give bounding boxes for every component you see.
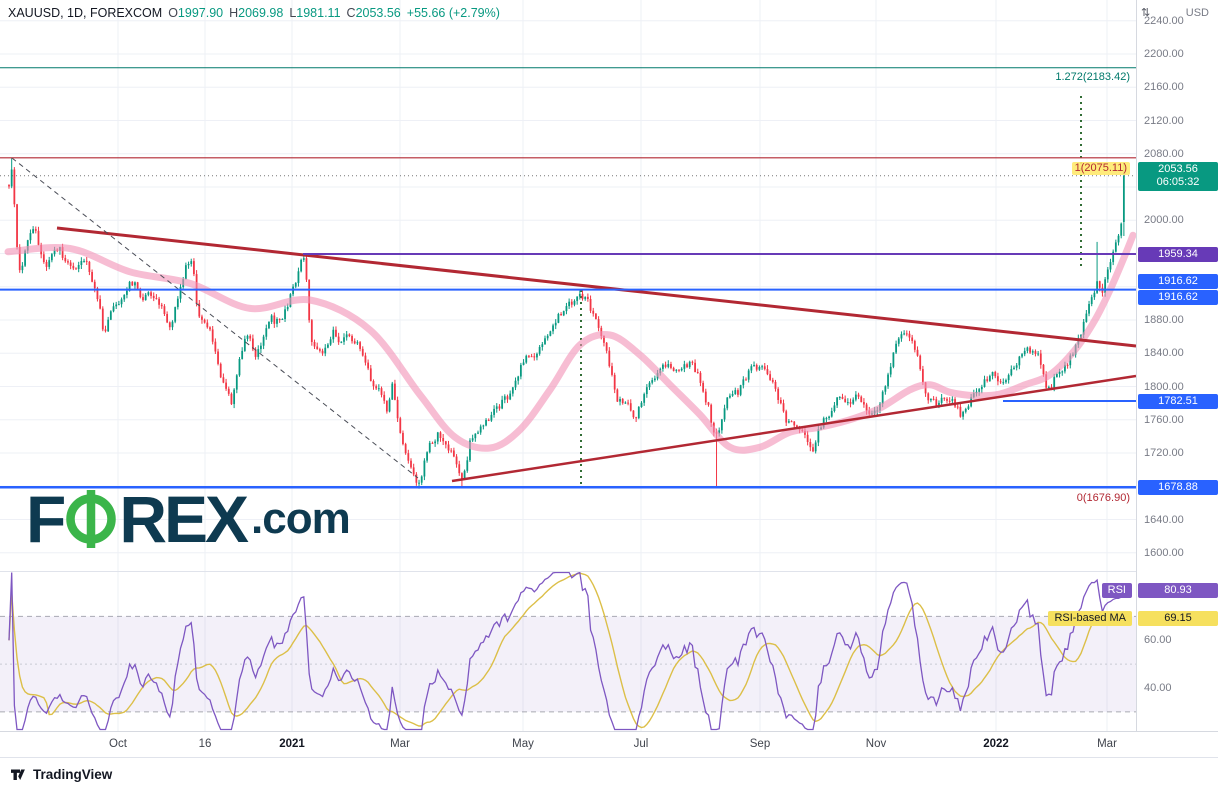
price-tick-label: 2200.00 (1144, 48, 1184, 60)
tradingview-attribution[interactable]: TradingView (10, 766, 112, 783)
time-axis-label: May (512, 738, 534, 750)
time-axis-label: Oct (109, 738, 127, 750)
bar-countdown: 06:05:32 (1156, 175, 1200, 188)
chart-area[interactable]: XAUUSD, 1D, FOREXCOM O1997.90 H2069.98 L… (0, 0, 1136, 731)
time-axis[interactable]: Oct 16 2021 Mar May Jul Sep Nov 2022 Mar (0, 731, 1218, 758)
last-price-value: 2053.56 (1158, 162, 1198, 175)
rsi-value-badge: 80.93 (1138, 582, 1218, 598)
time-axis-label: 2021 (279, 738, 305, 750)
price-tick-label: 1720.00 (1144, 447, 1184, 459)
fib-level-1272-label: 1.272(2183.42) (1055, 70, 1130, 83)
price-tick-label: 1800.00 (1144, 380, 1184, 393)
time-axis-label: 2022 (983, 738, 1009, 750)
price-tick-label: 1600.00 (1144, 546, 1184, 559)
rsi-ma-indicator-label[interactable]: RSI-based MA (1048, 610, 1132, 626)
price-level-badge: 1916.62 (1138, 274, 1218, 290)
currency-label: USD (1185, 7, 1209, 19)
time-axis-label: Jul (633, 738, 649, 750)
symbol-legend: XAUUSD, 1D, FOREXCOM O1997.90 H2069.98 L… (8, 6, 500, 20)
scale-arrows-icon[interactable]: ⇅ (1141, 7, 1151, 19)
forex-watermark-rex: REX (119, 482, 249, 556)
price-tick-label: 1640.00 (1144, 513, 1184, 526)
price-change: +55.66 (+2.79%) (406, 6, 500, 20)
ohlc-open: O1997.90 (168, 6, 224, 20)
forex-watermark-dotcom: .com (251, 494, 351, 543)
time-axis-label: Mar (390, 738, 410, 750)
symbol-title[interactable]: XAUUSD, 1D, FOREXCOM (8, 6, 163, 20)
rsi-tick-label: 60.00 (1144, 634, 1172, 647)
rsi-ma-value-badge: 69.15 (1138, 610, 1218, 626)
price-tick-label: 1840.00 (1144, 347, 1184, 360)
forex-watermark-f: F (26, 482, 66, 556)
price-level-badge: 1678.88 (1138, 479, 1218, 495)
price-tick-label: 1760.00 (1144, 413, 1184, 426)
fib-level-0-label: 0(1676.90) (1076, 491, 1130, 504)
price-chart-canvas[interactable] (0, 0, 1136, 731)
price-tick-label: 2240.00 (1144, 14, 1184, 27)
tradingview-brand-text: TradingView (33, 767, 113, 782)
ohlc-close: C2053.56 (346, 6, 401, 20)
price-tick-label: 2080.00 (1144, 147, 1184, 160)
fib-level-1-label: 1(2075.11) (1071, 161, 1130, 175)
rsi-tick-label: 40.00 (1144, 682, 1172, 694)
forex-o-icon (65, 490, 117, 548)
time-axis-label: Sep (749, 738, 771, 750)
footer: TradingView (0, 757, 1218, 791)
tradingview-logo-icon (11, 769, 25, 780)
price-tick-label: 2120.00 (1144, 114, 1184, 127)
price-tick-label: 2160.00 (1144, 81, 1184, 94)
price-level-badge: 1782.51 (1138, 393, 1218, 409)
time-axis-label: 16 (198, 738, 212, 750)
price-ax[interactable]: ⇅ USD 2053.56 06:05:32 80.93 69.15 2240.… (1136, 0, 1218, 731)
forex-com-watermark: F REX .com (26, 482, 351, 556)
ohlc-low: L1981.11 (289, 6, 341, 20)
last-price-badge: 2053.56 06:05:32 (1138, 161, 1218, 191)
rsi-indicator-label[interactable]: RSI (1101, 582, 1132, 598)
price-level-badge: 1916.62 (1138, 290, 1218, 306)
price-level-badge: 1959.34 (1138, 246, 1218, 262)
price-tick-label: 2000.00 (1144, 214, 1184, 227)
ohlc-high: H2069.98 (229, 6, 284, 20)
price-tick-label: 1880.00 (1144, 314, 1184, 326)
time-axis-label: Nov (865, 738, 887, 750)
time-axis-label: Mar (1097, 738, 1117, 750)
